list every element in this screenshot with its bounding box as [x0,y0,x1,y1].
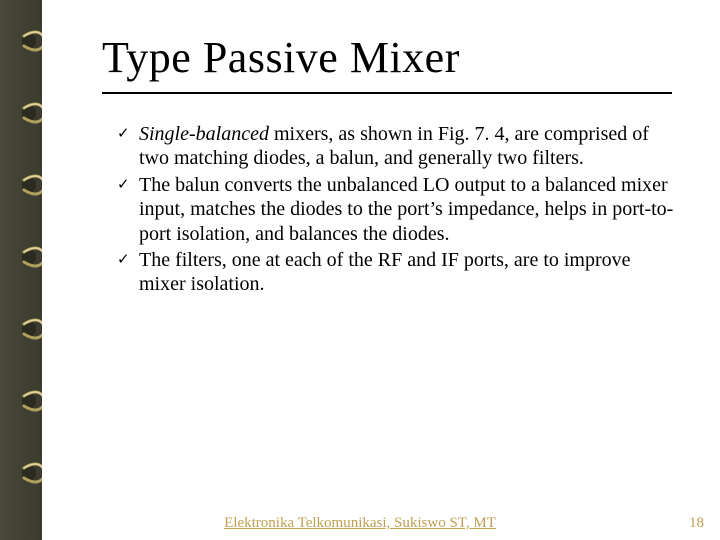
list-item-text: The filters, one at each of the RF and I… [139,248,677,297]
footer-text: Elektronika Telkomunikasi, Sukiswo ST, M… [0,515,720,532]
binder-ring-icon [18,172,44,198]
checkmark-icon: ✓ [117,173,139,194]
list-item: ✓The balun converts the unbalanced LO ou… [117,173,677,246]
slide-body: Type Passive Mixer ✓Single-balanced mixe… [42,0,720,540]
list-item-text: Single-balanced mixers, as shown in Fig.… [139,122,677,171]
page-number: 18 [689,515,704,532]
checkmark-icon: ✓ [117,248,139,269]
binder-ring-icon [18,388,44,414]
list-item: ✓The filters, one at each of the RF and … [117,248,677,297]
binder-ring-icon [18,28,44,54]
spiral-binding [0,0,42,540]
binder-ring-icon [18,316,44,342]
content-area: ✓Single-balanced mixers, as shown in Fig… [117,122,677,299]
binder-ring-icon [18,244,44,270]
binder-ring-icon [18,460,44,486]
checkmark-icon: ✓ [117,122,139,143]
slide-title: Type Passive Mixer [102,32,460,83]
title-underline [102,92,672,94]
list-item-text: The balun converts the unbalanced LO out… [139,173,677,246]
list-item: ✓Single-balanced mixers, as shown in Fig… [117,122,677,171]
binder-ring-icon [18,100,44,126]
